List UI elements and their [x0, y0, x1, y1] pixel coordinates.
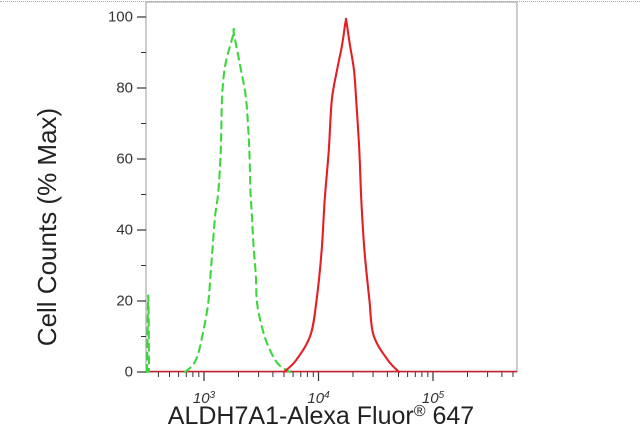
svg-text:Cell Counts (% Max): Cell Counts (% Max)	[32, 108, 62, 346]
svg-text:80: 80	[116, 80, 133, 97]
svg-text:100: 100	[108, 9, 133, 26]
svg-text:0: 0	[125, 364, 133, 381]
svg-text:ALDH7A1-Alexa Fluor® 647: ALDH7A1-Alexa Fluor® 647	[168, 402, 474, 430]
svg-text:40: 40	[116, 222, 133, 239]
svg-text:20: 20	[116, 293, 133, 310]
svg-text:60: 60	[116, 151, 133, 168]
